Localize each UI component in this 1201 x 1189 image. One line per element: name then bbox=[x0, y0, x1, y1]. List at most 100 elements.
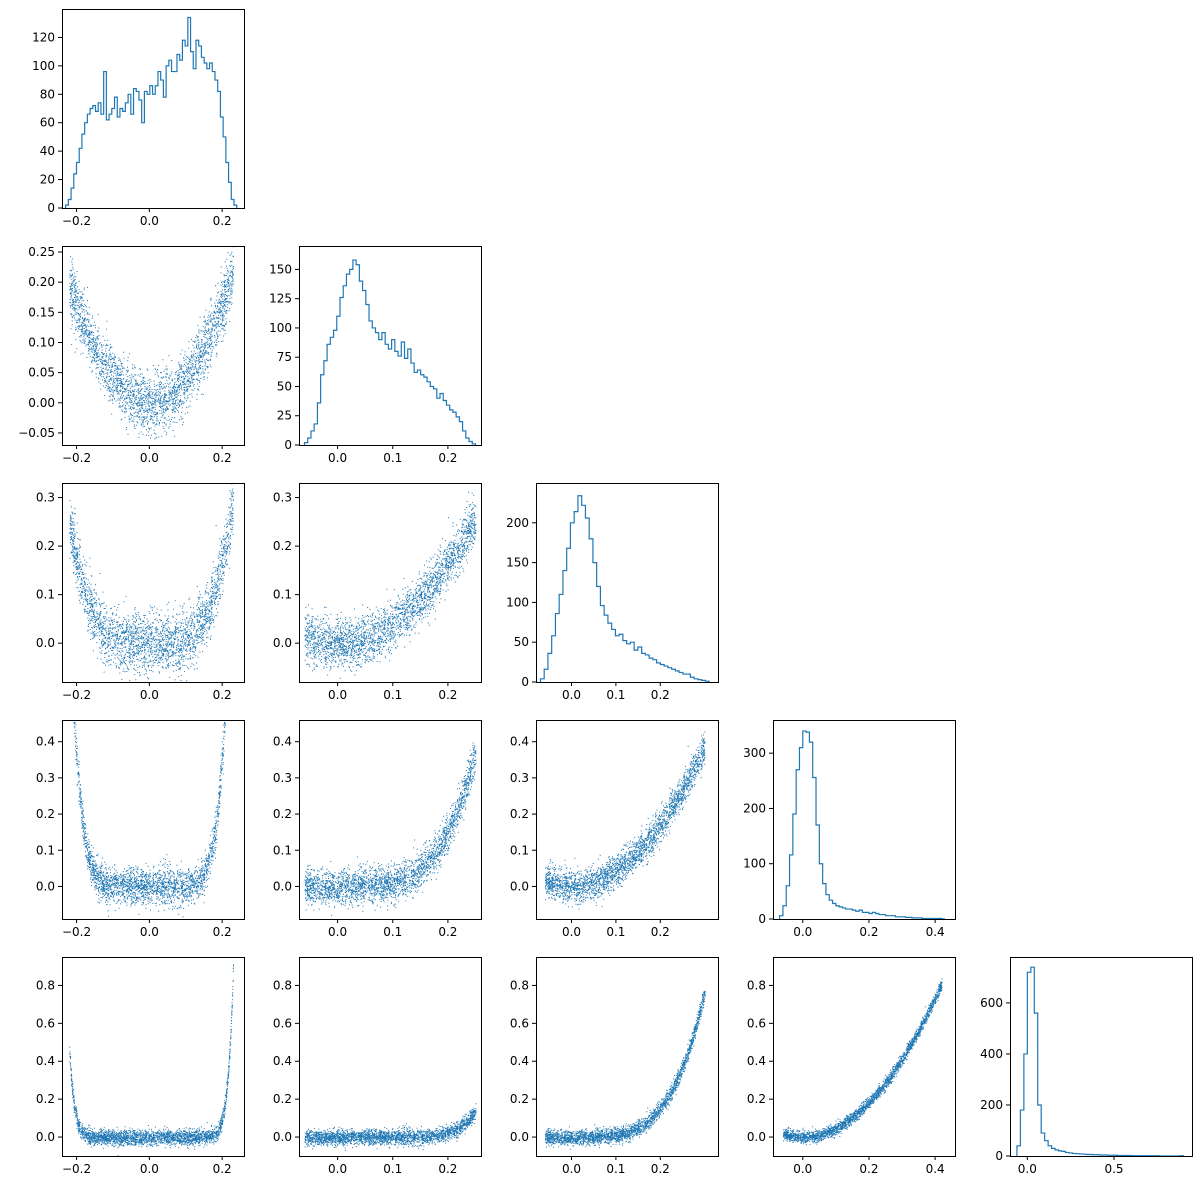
y-tick-label: 0.1 bbox=[273, 588, 292, 602]
x-tick-label: 0.2 bbox=[651, 1162, 670, 1176]
y-tick-label: 150 bbox=[506, 556, 529, 570]
panel-scatter-3-1: 0.0 0.1 0.2 0.0 0.1 0.2 0.3 0.4 bbox=[273, 720, 482, 939]
y-tick-label: 0.1 bbox=[273, 843, 292, 857]
y-tick-label: 50 bbox=[277, 379, 292, 393]
x-tick-label: −0.2 bbox=[62, 1162, 91, 1176]
panel-hist-1: 0.0 0.1 0.2 0 25 50 75 100 125 150 bbox=[269, 246, 482, 465]
y-tick-label: 400 bbox=[980, 1047, 1003, 1061]
axes-frame bbox=[299, 957, 482, 1157]
x-tick-label: 0.0 bbox=[328, 688, 347, 702]
scatter-points bbox=[783, 978, 943, 1146]
scatter-points bbox=[304, 742, 477, 916]
scatter-points bbox=[69, 246, 234, 440]
x-tick-label: 0.0 bbox=[1018, 1162, 1037, 1176]
x-tick-label: 0.4 bbox=[926, 1162, 945, 1176]
x-tick-label: 0.0 bbox=[328, 925, 347, 939]
plot-area bbox=[69, 483, 234, 682]
panel-scatter-4-0: −0.2 0.0 0.2 0.0 0.2 0.4 0.6 0.8 bbox=[36, 957, 245, 1176]
y-tick-label: 0.8 bbox=[510, 978, 529, 992]
y-tick-label: 0.0 bbox=[273, 1130, 292, 1144]
y-tick-label: 0.4 bbox=[510, 735, 529, 749]
x-tick-label: 0.2 bbox=[651, 688, 670, 702]
y-tick-label: 200 bbox=[980, 1098, 1003, 1112]
y-tick-label: 0.2 bbox=[273, 539, 292, 553]
x-tick-label: 0.0 bbox=[140, 688, 159, 702]
y-tick-label: 120 bbox=[32, 30, 55, 44]
x-tick-label: 0.2 bbox=[438, 688, 457, 702]
axes-frame bbox=[299, 483, 482, 683]
plot-area bbox=[65, 16, 238, 208]
x-tick-label: 0.1 bbox=[606, 1162, 625, 1176]
y-tick-label: 125 bbox=[269, 292, 292, 306]
panel-scatter-2-1: 0.0 0.1 0.2 0.0 0.1 0.2 0.3 bbox=[273, 483, 482, 702]
x-tick-label: 0.2 bbox=[213, 925, 232, 939]
x-tick-label: 0.1 bbox=[383, 925, 402, 939]
plot-area bbox=[304, 491, 477, 679]
x-tick-label: 0.1 bbox=[383, 688, 402, 702]
plot-area bbox=[544, 731, 706, 910]
plot-area bbox=[544, 990, 706, 1150]
scatter-dots bbox=[69, 246, 234, 440]
y-tick-label: 0.4 bbox=[747, 1054, 766, 1068]
x-tick-label: 0.2 bbox=[651, 925, 670, 939]
y-tick-label: 60 bbox=[40, 116, 55, 130]
x-tick-label: 0.0 bbox=[562, 688, 581, 702]
panel-scatter-3-2: 0.0 0.1 0.2 0.0 0.1 0.2 0.3 0.4 bbox=[510, 720, 719, 939]
y-tick-label: 0.0 bbox=[510, 1130, 529, 1144]
y-tick-label: 100 bbox=[743, 857, 766, 871]
scatter-dots bbox=[544, 990, 706, 1150]
y-tick-label: 0.6 bbox=[273, 1016, 292, 1030]
plot-area bbox=[303, 259, 477, 445]
y-tick-label: 0.6 bbox=[510, 1016, 529, 1030]
y-tick-label: 0.25 bbox=[28, 245, 55, 259]
scatter-points bbox=[69, 483, 234, 682]
y-tick-label: 0.0 bbox=[36, 1130, 55, 1144]
x-tick-label: 0.0 bbox=[140, 451, 159, 465]
scatter-points bbox=[69, 964, 235, 1156]
axes-frame bbox=[62, 246, 245, 446]
x-tick-label: 0.2 bbox=[213, 214, 232, 228]
y-tick-label: 0.3 bbox=[36, 771, 55, 785]
axes-frame bbox=[62, 483, 245, 683]
x-tick-label: −0.2 bbox=[62, 688, 91, 702]
panel-scatter-4-3: 0.0 0.2 0.4 0.0 0.2 0.4 0.6 0.8 bbox=[747, 957, 956, 1176]
y-tick-label: 0 bbox=[995, 1149, 1003, 1163]
panel-hist-2: 0.0 0.1 0.2 0 50 100 150 200 bbox=[506, 483, 719, 702]
panel-hist-3: 0.0 0.2 0.4 0 100 200 300 bbox=[743, 720, 956, 939]
y-tick-label: 0.15 bbox=[28, 305, 55, 319]
y-tick-label: 300 bbox=[743, 746, 766, 760]
y-tick-label: 0.2 bbox=[36, 539, 55, 553]
y-tick-label: 0 bbox=[758, 912, 766, 926]
y-tick-label: 0.2 bbox=[36, 1092, 55, 1106]
panel-scatter-2-0: −0.2 0.0 0.2 0.0 0.1 0.2 0.3 bbox=[36, 483, 245, 702]
x-tick-label: 0.0 bbox=[793, 1162, 812, 1176]
scatter-dots bbox=[69, 964, 235, 1156]
x-tick-label: 0.0 bbox=[328, 1162, 347, 1176]
panel-hist-0: −0.2 0.0 0.2 0 20 40 60 80 100 120 bbox=[32, 9, 245, 228]
plot-area bbox=[779, 730, 946, 919]
x-tick-label: −0.2 bbox=[62, 925, 91, 939]
y-tick-label: 0.8 bbox=[747, 978, 766, 992]
x-tick-label: 0.2 bbox=[859, 1162, 878, 1176]
y-tick-label: 0.0 bbox=[36, 636, 55, 650]
y-tick-label: 0.2 bbox=[273, 1092, 292, 1106]
y-tick-label: 0 bbox=[47, 201, 55, 215]
y-tick-label: 0.3 bbox=[273, 771, 292, 785]
x-tick-label: 0.0 bbox=[140, 214, 159, 228]
scatter-dots bbox=[544, 731, 706, 910]
x-tick-label: 0.0 bbox=[140, 1162, 159, 1176]
y-tick-label: 0.6 bbox=[36, 1016, 55, 1030]
y-tick-label: 0.0 bbox=[273, 879, 292, 893]
panel-scatter-4-2: 0.0 0.1 0.2 0.0 0.2 0.4 0.6 0.8 bbox=[510, 957, 719, 1176]
y-tick-label: 0.6 bbox=[747, 1016, 766, 1030]
x-tick-label: −0.2 bbox=[62, 214, 91, 228]
plot-area bbox=[539, 495, 710, 682]
x-tick-label: 0.0 bbox=[562, 1162, 581, 1176]
scatter-dots bbox=[304, 742, 477, 916]
axes-frame bbox=[299, 720, 482, 920]
plot-area bbox=[1016, 966, 1184, 1156]
plot-area bbox=[69, 246, 234, 440]
y-tick-label: 200 bbox=[743, 801, 766, 815]
y-tick-label: 40 bbox=[40, 144, 55, 158]
y-tick-label: 100 bbox=[269, 321, 292, 335]
